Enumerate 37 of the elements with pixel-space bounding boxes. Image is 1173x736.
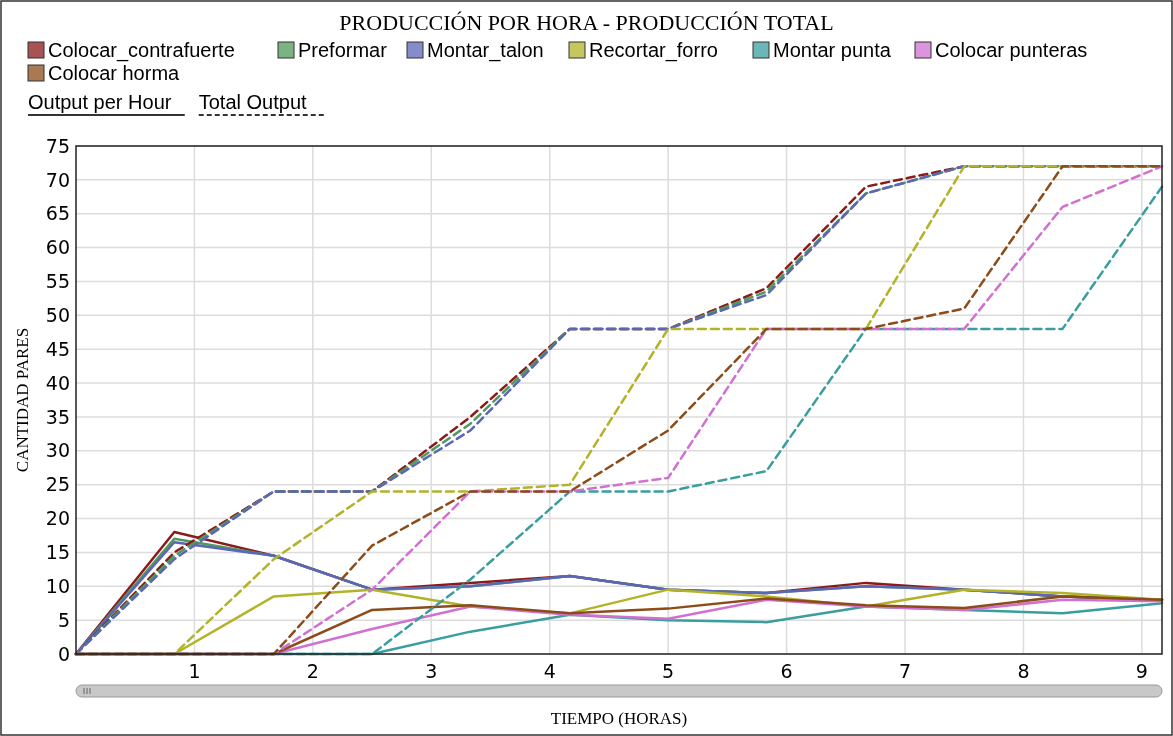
legend-label: Colocar punteras: [935, 39, 1088, 61]
y-tick-label: 30: [45, 439, 70, 462]
x-tick-label: 5: [662, 660, 675, 682]
legend-label: Montar_talon: [427, 39, 544, 62]
y-tick-label: 15: [45, 541, 70, 564]
y-tick-label: 75: [45, 134, 70, 157]
legend-label: Recortar_forro: [589, 39, 718, 62]
legend-label: Preformar: [298, 39, 388, 61]
x-tick-label: 8: [1017, 660, 1030, 682]
y-axis-title: CANTIDAD PARES: [13, 327, 32, 473]
x-tick-label: 1: [188, 660, 201, 682]
y-tick-label: 5: [57, 608, 70, 631]
y-tick-label: 45: [45, 337, 70, 360]
legend-label: Colocar horma: [48, 62, 181, 84]
y-tick-label: 60: [45, 236, 70, 259]
y-tick-label: 55: [45, 270, 70, 293]
y-tick-label: 20: [45, 507, 70, 530]
y-tick-label: 70: [45, 168, 70, 191]
y-tick-label: 10: [45, 574, 70, 597]
x-tick-label: 6: [780, 660, 793, 682]
legend-label: Colocar_contrafuerte: [48, 39, 235, 62]
x-tick-label: 2: [306, 660, 319, 682]
text: Total Output: [198, 91, 308, 113]
x-tick-label: 4: [543, 660, 556, 682]
y-tick-label: 40: [45, 371, 70, 394]
y-tick-label: 0: [57, 642, 70, 665]
y-tick-label: 50: [45, 303, 70, 326]
x-tick-label: 7: [898, 660, 912, 682]
text: Output per Hour: [28, 91, 172, 113]
x-tick-label: 3: [425, 660, 438, 682]
x-axis-title: TIEMPO (HORAS): [550, 709, 688, 728]
y-tick-label: 35: [45, 405, 70, 428]
y-tick-label: 65: [45, 202, 70, 225]
y-tick-label: 25: [45, 473, 70, 496]
chart-title: PRODUCCIÓN POR HORA - PRODUCCIÓN TOTAL: [339, 10, 834, 35]
legend-label: Montar punta: [773, 39, 892, 61]
x-tick-label: 9: [1135, 660, 1148, 682]
